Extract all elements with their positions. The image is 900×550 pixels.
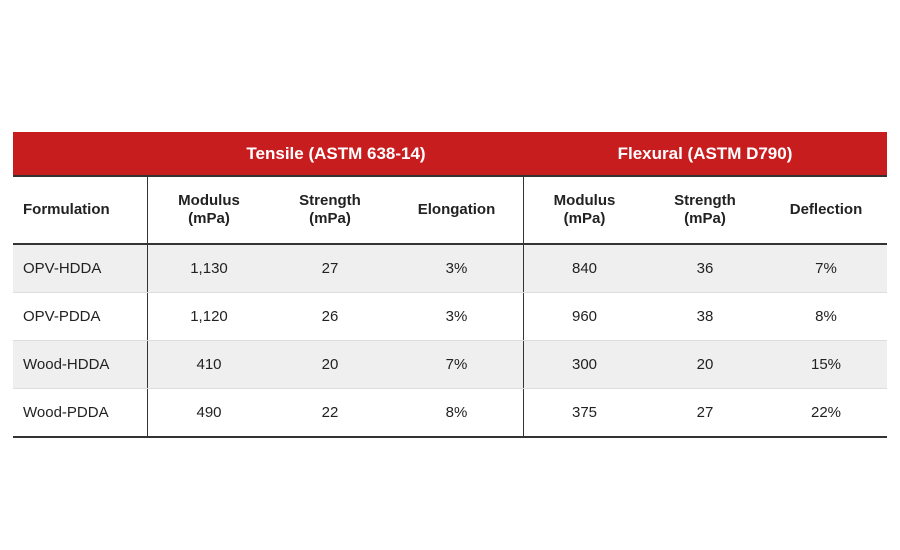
table-cell: OPV-PDDA	[13, 293, 148, 340]
table-cell: 38	[696, 308, 714, 325]
column-header: Strength (mPa)	[299, 192, 361, 227]
table-row: Wood-PDDA 490 22 8% 375 27 22%	[13, 389, 887, 438]
table-cell: 490	[196, 404, 222, 421]
table-cell: 20	[321, 356, 339, 373]
table-cell: 7%	[390, 341, 524, 388]
column-header: Modulus (mPa)	[553, 192, 616, 227]
group-header-band: Tensile (ASTM 638-14) Flexural (ASTM D79…	[13, 132, 887, 177]
group-header-flexural: Flexural (ASTM D790)	[617, 144, 793, 163]
group-header-tensile: Tensile (ASTM 638-14)	[246, 144, 426, 163]
table-cell: 36	[696, 260, 714, 277]
table-cell: 26	[321, 308, 339, 325]
column-header: Elongation	[390, 177, 524, 243]
table-cell: Wood-HDDA	[13, 341, 148, 388]
table-row: OPV-HDDA 1,130 27 3% 840 36 7%	[13, 245, 887, 293]
column-header: Deflection	[789, 201, 863, 218]
table-cell: 27	[696, 404, 714, 421]
table-cell: 1,120	[190, 308, 228, 325]
table-cell: 3%	[390, 245, 524, 292]
table-cell: 8%	[390, 389, 524, 436]
table-cell: 7%	[815, 260, 837, 277]
column-header: Strength (mPa)	[674, 192, 736, 227]
table-cell: 410	[196, 356, 222, 373]
table-cell: 840	[571, 260, 598, 277]
table-cell: Wood-PDDA	[13, 389, 148, 436]
table-cell: 1,130	[190, 260, 228, 277]
table-row: OPV-PDDA 1,120 26 3% 960 38 8%	[13, 293, 887, 341]
table-cell: 22	[321, 404, 339, 421]
table-cell: 20	[696, 356, 714, 373]
table-cell: 3%	[390, 293, 524, 340]
table-body: OPV-HDDA 1,130 27 3% 840 36 7% OPV-PDDA 1,120 26 3…	[13, 245, 887, 438]
table-cell: 8%	[815, 308, 837, 325]
table-row: Wood-HDDA 410 20 7% 300 20 15%	[13, 341, 887, 389]
table-cell: 15%	[810, 356, 842, 373]
table-cell: 375	[571, 404, 598, 421]
column-header: Formulation	[13, 177, 148, 243]
table-cell: OPV-HDDA	[13, 245, 148, 292]
table-cell: 22%	[810, 404, 842, 421]
table-cell: 960	[571, 308, 598, 325]
properties-table: Tensile (ASTM 638-14) Flexural (ASTM D79…	[13, 132, 887, 438]
table-cell: 27	[321, 260, 339, 277]
column-header: Modulus (mPa)	[178, 192, 240, 227]
column-header-row: Formulation Modulus (mPa) Strength (mPa)…	[13, 177, 887, 245]
table-cell: 300	[571, 356, 598, 373]
